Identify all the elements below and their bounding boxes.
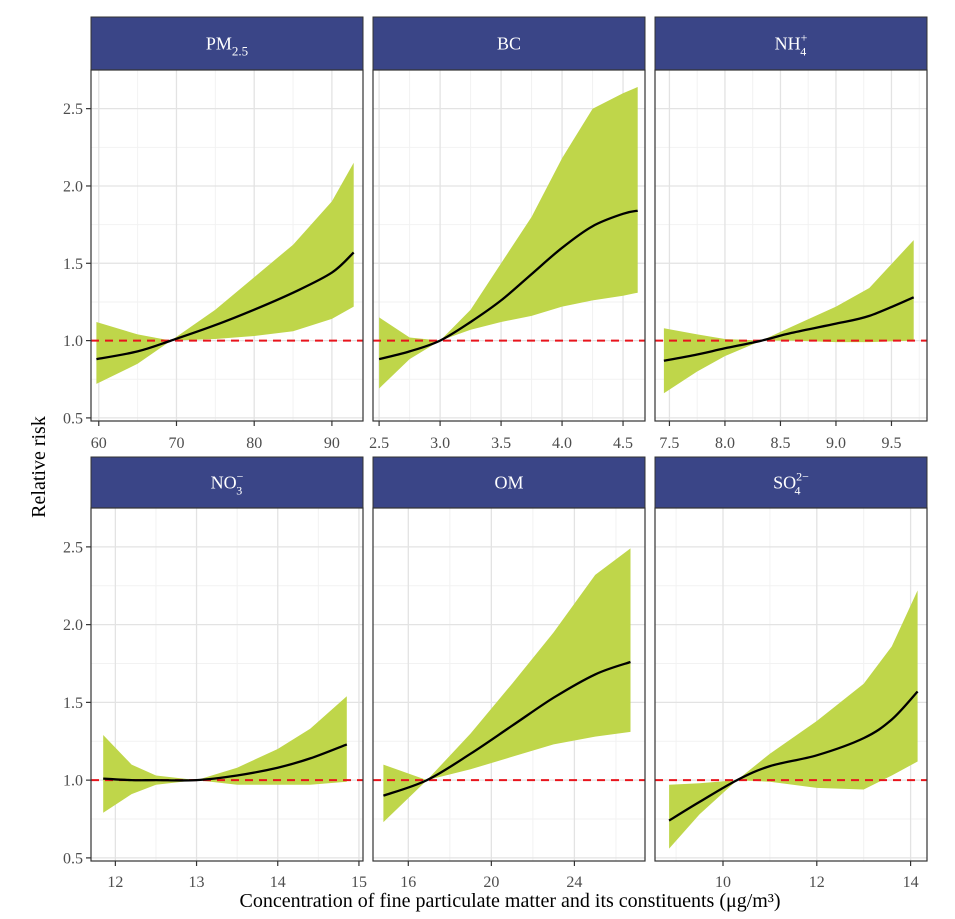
panel-title: PM2.5: [206, 34, 248, 59]
panel-title-sup: 2−: [796, 470, 809, 484]
panel-title-main: SO: [773, 473, 796, 493]
panel-border: [372, 69, 646, 422]
y-tick-label: 1.0: [63, 333, 83, 350]
x-tick-label: 14: [903, 874, 919, 891]
estimate-line: [96, 251, 355, 361]
panel-so4-2: SO2− 4 10 12 14: [654, 456, 928, 891]
y-tick-label: 2.0: [63, 178, 83, 195]
x-tick-label: 14: [270, 874, 286, 891]
y-tick-label: 1.5: [63, 256, 83, 273]
panel-pm2-5: PM2.560 70 80 900.51.01.52.02.5: [63, 16, 364, 452]
panel-title-sub: 4: [794, 484, 800, 498]
panel-strip: [90, 16, 364, 71]
y-tick-label: 0.5: [63, 850, 83, 867]
panel-strip: [90, 456, 364, 509]
x-tick-label: 8.5: [770, 435, 790, 452]
confidence-band: [663, 240, 914, 394]
panel-title: NO− 3: [211, 470, 244, 498]
panel-nh4: NH+ 4 7.5 8.0 8.5 9.0 9.5: [654, 16, 928, 452]
x-tick-label: 10: [715, 874, 731, 891]
x-tick-label: 4.0: [552, 435, 572, 452]
confidence-band: [103, 696, 347, 813]
panel-title-main: NH: [775, 34, 801, 54]
panel-border: [654, 507, 928, 862]
y-axis-label: Relative risk: [28, 416, 50, 518]
panel-title-sup: +: [801, 31, 808, 45]
x-tick-label: 15: [351, 874, 367, 891]
x-tick-label: 20: [483, 874, 499, 891]
panel-title-main: OM: [494, 473, 523, 493]
panel-title-sub: 2.5: [232, 44, 248, 59]
estimate-line: [663, 296, 915, 362]
panel-border: [90, 69, 364, 422]
x-tick-label: 7.5: [659, 435, 679, 452]
x-tick-label: 9.5: [881, 435, 901, 452]
x-tick-label: 2.5: [369, 435, 389, 452]
x-tick-label: 13: [189, 874, 205, 891]
y-tick-label: 1.0: [63, 773, 83, 790]
y-tick-label: 1.5: [63, 695, 83, 712]
panel-background: [91, 508, 363, 861]
x-tick-label: 8.0: [715, 435, 735, 452]
x-tick-label: 4.5: [613, 435, 633, 452]
x-tick-label: 60: [91, 435, 107, 452]
y-tick-label: 0.5: [63, 410, 83, 427]
panel-title-main: BC: [497, 34, 521, 54]
estimate-line: [668, 690, 919, 822]
panel-border: [654, 69, 928, 422]
panel-strip: [372, 456, 646, 509]
x-tick-label: 70: [168, 435, 184, 452]
x-tick-label: 3.0: [430, 435, 450, 452]
x-tick-label: 12: [107, 874, 123, 891]
y-tick-label: 2.5: [63, 539, 83, 556]
panel-title-sub: 3: [236, 484, 242, 498]
y-tick-label: 2.0: [63, 617, 83, 634]
confidence-band: [379, 87, 638, 389]
panel-title: OM: [494, 473, 523, 493]
x-tick-label: 9.0: [826, 435, 846, 452]
panel-bc: BC 2.5 3.0 3.5 4.0 4.5: [369, 16, 646, 452]
confidence-band: [383, 548, 631, 823]
x-tick-label: 80: [246, 435, 262, 452]
panel-title: BC: [497, 34, 521, 54]
estimate-line: [378, 209, 638, 361]
panel-om: OM 16 20 24: [372, 456, 646, 891]
y-tick-label: 2.5: [63, 101, 83, 118]
panel-title-sub: 4: [800, 45, 806, 59]
panel-title-sup: −: [237, 470, 244, 484]
panel-title-main: PM: [206, 34, 232, 54]
x-tick-label: 12: [809, 874, 825, 891]
x-tick-label: 90: [324, 435, 340, 452]
estimate-line: [383, 660, 631, 797]
panel-title: NH+ 4: [775, 31, 808, 59]
panel-title-main: NO: [211, 473, 237, 493]
x-tick-label: 16: [400, 874, 416, 891]
panel-border: [90, 507, 364, 862]
panel-strip: [372, 16, 646, 71]
x-tick-label: 24: [566, 874, 582, 891]
confidence-band: [96, 162, 354, 384]
x-axis-label: Concentration of fine particulate matter…: [239, 890, 780, 912]
panel-border: [372, 507, 646, 862]
x-tick-label: 3.5: [491, 435, 511, 452]
panel-title: SO2− 4: [773, 470, 809, 498]
panel-no3: NO− 3 12 13 14 15 0.5 1.0 1.5 2.0 2.5: [63, 456, 367, 891]
estimate-line: [103, 743, 348, 782]
